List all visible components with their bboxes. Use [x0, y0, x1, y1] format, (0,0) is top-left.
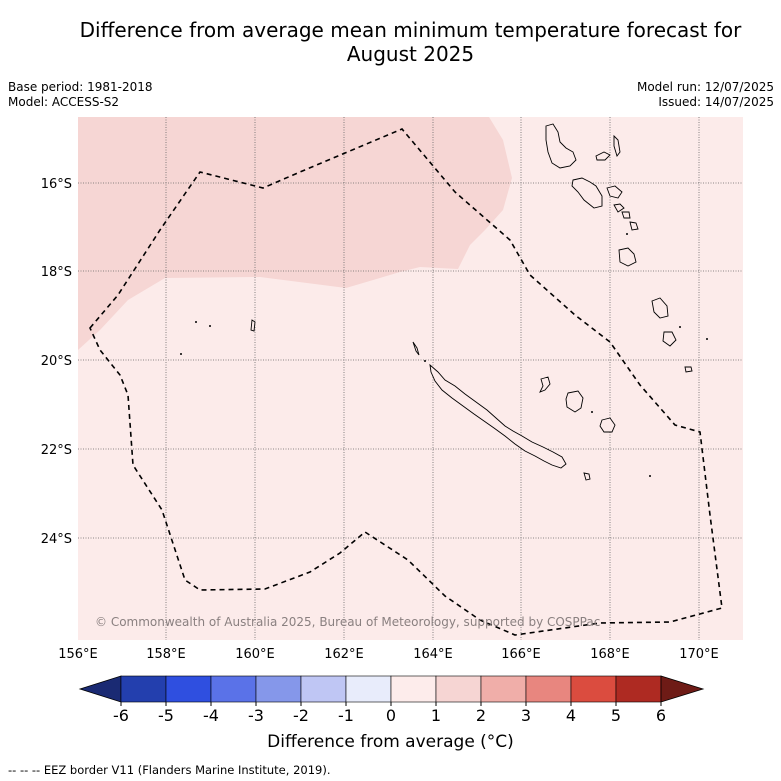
- malakula-island: [571, 177, 603, 209]
- meta-left: Base period: 1981-2018 Model: ACCESS-S2: [8, 80, 153, 110]
- lat-label-22s: 22°S: [41, 443, 72, 458]
- lifou-island: [565, 390, 584, 413]
- islet-8: [626, 233, 628, 235]
- coastlines: [250, 123, 693, 481]
- colorbar-label: Difference from average (°C): [267, 732, 514, 752]
- lon-label-170e: 170°E: [679, 647, 719, 662]
- colorbar-segment: [570, 675, 617, 703]
- shepherd-islands: [621, 211, 631, 219]
- colorbar-tick-label: -5: [158, 706, 174, 725]
- lon-label-160e: 160°E: [235, 647, 275, 662]
- colorbar-segment: [345, 675, 392, 703]
- colorbar-segment: [165, 675, 212, 703]
- lat-label-18s: 18°S: [41, 265, 72, 280]
- colorbar-segment: [525, 675, 572, 703]
- colorbar-under-arrow: [78, 675, 122, 703]
- isle-of-pines: [583, 472, 591, 481]
- chesterfield-isle: [250, 319, 256, 332]
- islet-1: [195, 321, 197, 323]
- colorbar-tick-label: 2: [476, 706, 486, 725]
- lon-label-158e: 158°E: [146, 647, 186, 662]
- colorbar-tick-label: -4: [203, 706, 219, 725]
- eez-legend-footer: -- -- -- EEZ border V11 (Flanders Marine…: [8, 763, 331, 777]
- gridlines: [78, 117, 743, 640]
- colorbar-tick-label: 6: [656, 706, 666, 725]
- lon-label-156e: 156°E: [58, 647, 98, 662]
- anomaly-region-1-2: [78, 117, 512, 350]
- colorbar-tick-label: -3: [248, 706, 264, 725]
- tanna-island: [651, 297, 669, 319]
- colorbar-tick-label: 0: [386, 706, 396, 725]
- ouvea-island: [539, 376, 551, 393]
- meta-right: Model run: 12/07/2025 Issued: 14/07/2025: [637, 80, 774, 110]
- issued-text: Issued: 14/07/2025: [658, 95, 774, 109]
- colorbar-segment: [210, 675, 257, 703]
- colorbar: -6 -5 -4 -3 -2 -1 0 1 2 3 4 5 6: [78, 675, 705, 725]
- islet-9: [424, 360, 426, 362]
- lon-label-166e: 166°E: [501, 647, 541, 662]
- colorbar-tick-label: -6: [113, 706, 129, 725]
- colorbar-tick-label: 4: [566, 706, 576, 725]
- colorbar-tick-label: 1: [431, 706, 441, 725]
- colorbar-tick-label: -2: [293, 706, 309, 725]
- colorbar-segment: [615, 675, 662, 703]
- map-panel: © Commonwealth of Australia 2025, Bureau…: [78, 117, 743, 640]
- lat-label-20s: 20°S: [41, 354, 72, 369]
- colorbar-over-arrow: [660, 675, 705, 703]
- map-title: Difference from average mean minimum tem…: [40, 18, 781, 66]
- colorbar-segment: [255, 675, 302, 703]
- new-caledonia-grande-terre: [429, 363, 567, 469]
- pentecost-ambrym: [606, 185, 623, 199]
- epi-island: [613, 203, 625, 213]
- aneityum-island: [662, 331, 677, 347]
- erromango-island: [618, 247, 637, 267]
- maewo-island: [613, 134, 621, 157]
- colorbar-tick-label: 5: [611, 706, 621, 725]
- espiritu-santo: [545, 123, 577, 169]
- model-run-text: Model run: 12/07/2025: [636, 80, 774, 94]
- colorbar-ticks: -6 -5 -4 -3 -2 -1 0 1 2 3 4 5 6: [113, 702, 666, 725]
- colorbar-segment: [480, 675, 527, 703]
- copyright-text: © Commonwealth of Australia 2025, Bureau…: [95, 615, 600, 629]
- islet-5: [706, 338, 708, 340]
- lon-axis: 156°E 158°E 160°E 162°E 164°E 166°E 168°…: [58, 647, 719, 662]
- small-islets: [180, 233, 708, 477]
- islet-4: [679, 326, 681, 328]
- malo-island: [595, 151, 611, 161]
- lon-label-162e: 162°E: [324, 647, 364, 662]
- efate-island: [629, 221, 639, 231]
- islet-3: [180, 353, 182, 355]
- lon-label-168e: 168°E: [590, 647, 630, 662]
- lon-label-164e: 164°E: [413, 647, 453, 662]
- mare-island: [599, 417, 616, 433]
- colorbar-tick-label: -1: [338, 706, 354, 725]
- colorbar-tick-label: 3: [521, 706, 531, 725]
- title-line-2: August 2025: [346, 42, 475, 66]
- colorbar-segment: [390, 675, 437, 703]
- islet-7: [591, 411, 593, 413]
- lat-label-24s: 24°S: [41, 532, 72, 547]
- colorbar-segment: [300, 675, 347, 703]
- belep-island: [412, 341, 420, 356]
- model-text: Model: ACCESS-S2: [8, 95, 120, 109]
- islet-2: [209, 325, 211, 327]
- lat-axis: 16°S 18°S 20°S 22°S 24°S: [41, 177, 72, 547]
- lat-label-16s: 16°S: [41, 177, 72, 192]
- colorbar-segment: [120, 675, 167, 703]
- islet-6: [649, 475, 651, 477]
- colorbar-segment: [435, 675, 482, 703]
- matthew-island: [684, 366, 693, 373]
- eez-border: [89, 128, 723, 636]
- base-period-text: Base period: 1981-2018: [8, 80, 153, 94]
- colorbar-segments: [120, 675, 662, 703]
- title-line-1: Difference from average mean minimum tem…: [79, 18, 742, 42]
